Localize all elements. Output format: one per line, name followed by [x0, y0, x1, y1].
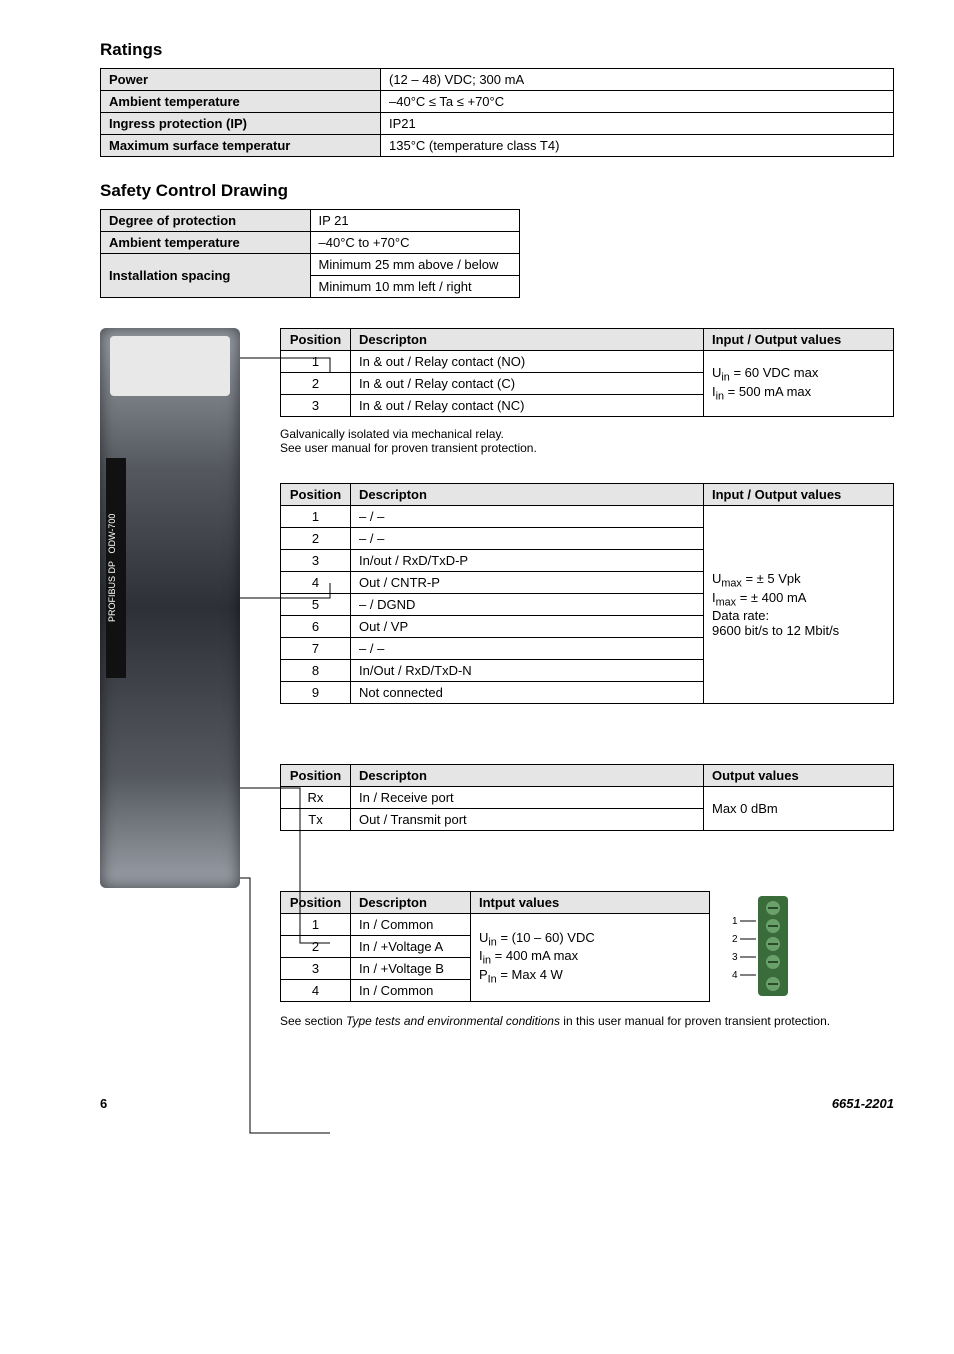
safety-install-label: Installation spacing: [101, 254, 311, 298]
svg-text:1: 1: [732, 916, 738, 927]
val-cell: Max 0 dBm: [704, 787, 894, 831]
col-header: Output values: [704, 765, 894, 787]
pos-cell: 8: [281, 660, 351, 682]
page-number: 6: [100, 1096, 107, 1111]
device-label: ODW-700: [107, 514, 117, 554]
safety-value: –40°C to +70°C: [310, 232, 520, 254]
safety-table: Degree of protectionIP 21 Ambient temper…: [100, 209, 520, 298]
svg-text:3: 3: [732, 952, 738, 963]
pos-cell: 2: [281, 936, 351, 958]
col-header: Position: [281, 892, 351, 914]
safety-label: Ambient temperature: [101, 232, 311, 254]
col-header: Input / Output values: [704, 484, 894, 506]
val-cell: Uin = (10 – 60) VDC Iin = 400 mA max PIn…: [471, 914, 710, 1002]
pos-cell: 1: [281, 914, 351, 936]
desc-cell: In & out / Relay contact (NC): [351, 395, 704, 417]
svg-text:4: 4: [732, 970, 738, 981]
col-header: Descripton: [351, 765, 704, 787]
ratings-label: Ambient temperature: [101, 91, 381, 113]
desc-cell: – / –: [351, 528, 704, 550]
pos-cell: Rx: [281, 787, 351, 809]
terminal-block-icon: 1 2 3 4: [728, 891, 818, 1001]
col-header: Position: [281, 329, 351, 351]
fiber-table: Position Descripton Output values RxIn /…: [280, 764, 894, 831]
desc-cell: In / Common: [351, 914, 471, 936]
val-cell: Uin = 60 VDC max Iin = 500 mA max: [704, 351, 894, 417]
safety-install-value: Minimum 25 mm above / below: [310, 254, 520, 276]
power-table: Position Descripton Intput values 1In / …: [280, 891, 710, 1002]
desc-cell: – / –: [351, 638, 704, 660]
val-cell: Umax = ± 5 Vpk Imax = ± 400 mA Data rate…: [704, 506, 894, 704]
desc-cell: Not connected: [351, 682, 704, 704]
desc-cell: In / Common: [351, 980, 471, 1002]
pos-cell: 6: [281, 616, 351, 638]
safety-install-value: Minimum 10 mm left / right: [310, 276, 520, 298]
ratings-value: (12 – 48) VDC; 300 mA: [381, 69, 894, 91]
ratings-label: Power: [101, 69, 381, 91]
desc-cell: Out / CNTR-P: [351, 572, 704, 594]
desc-cell: In/Out / RxD/TxD-N: [351, 660, 704, 682]
pos-cell: 2: [281, 373, 351, 395]
svg-text:2: 2: [732, 934, 738, 945]
safety-value: IP 21: [310, 210, 520, 232]
desc-cell: In & out / Relay contact (NO): [351, 351, 704, 373]
pos-cell: 1: [281, 351, 351, 373]
ratings-value: 135°C (temperature class T4): [381, 135, 894, 157]
ratings-heading: Ratings: [100, 40, 894, 60]
pos-cell: 1: [281, 506, 351, 528]
col-header: Descripton: [351, 484, 704, 506]
profibus-table: Position Descripton Input / Output value…: [280, 483, 894, 704]
pos-cell: 3: [281, 550, 351, 572]
relay-table: Position Descripton Input / Output value…: [280, 328, 894, 417]
desc-cell: – / DGND: [351, 594, 704, 616]
col-header: Position: [281, 484, 351, 506]
pos-cell: 4: [281, 572, 351, 594]
pos-cell: 2: [281, 528, 351, 550]
desc-cell: – / –: [351, 506, 704, 528]
safety-label: Degree of protection: [101, 210, 311, 232]
desc-cell: In & out / Relay contact (C): [351, 373, 704, 395]
pos-cell: 5: [281, 594, 351, 616]
col-header: Position: [281, 765, 351, 787]
pos-cell: 4: [281, 980, 351, 1002]
desc-cell: In / Receive port: [351, 787, 704, 809]
pos-cell: 3: [281, 395, 351, 417]
power-note: See section Type tests and environmental…: [280, 1014, 894, 1028]
desc-cell: In / +Voltage A: [351, 936, 471, 958]
device-image: PROFIBUS DP ODW-700: [100, 328, 240, 888]
ratings-label: Ingress protection (IP): [101, 113, 381, 135]
col-header: Descripton: [351, 892, 471, 914]
pos-cell: 9: [281, 682, 351, 704]
desc-cell: Out / VP: [351, 616, 704, 638]
desc-cell: In / +Voltage B: [351, 958, 471, 980]
safety-heading: Safety Control Drawing: [100, 181, 894, 201]
ratings-value: IP21: [381, 113, 894, 135]
col-header: Intput values: [471, 892, 710, 914]
relay-note: Galvanically isolated via mechanical rel…: [280, 427, 894, 455]
ratings-table: Power(12 – 48) VDC; 300 mA Ambient tempe…: [100, 68, 894, 157]
pos-cell: 7: [281, 638, 351, 660]
col-header: Input / Output values: [704, 329, 894, 351]
device-label: PROFIBUS DP: [107, 561, 117, 622]
pos-cell: 3: [281, 958, 351, 980]
pos-cell: Tx: [281, 809, 351, 831]
desc-cell: Out / Transmit port: [351, 809, 704, 831]
ratings-label: Maximum surface temperatur: [101, 135, 381, 157]
doc-number: 6651-2201: [832, 1096, 894, 1111]
page-footer: 6 6651-2201: [100, 1096, 894, 1111]
ratings-value: –40°C ≤ Ta ≤ +70°C: [381, 91, 894, 113]
desc-cell: In/out / RxD/TxD-P: [351, 550, 704, 572]
col-header: Descripton: [351, 329, 704, 351]
